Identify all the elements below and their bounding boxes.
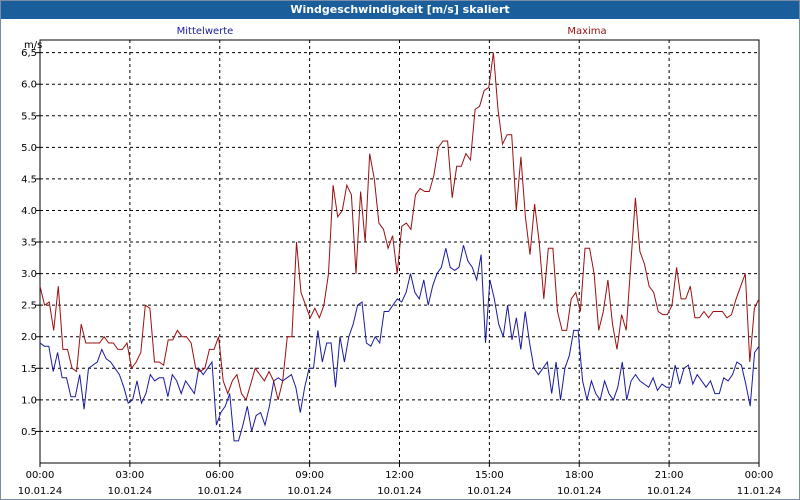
y-tick-label: 0.5 [21, 427, 37, 438]
y-tick-label: 5.0 [21, 143, 37, 154]
legend-mittelwerte: Mittelwerte [177, 26, 234, 37]
x-tick-time: 21:00 [655, 470, 684, 481]
x-tick-date: 10.01.24 [197, 486, 242, 497]
y-tick-label: 6,5 [21, 48, 37, 59]
x-tick-date: 10.01.24 [377, 486, 422, 497]
series-line-maxima [39, 52, 760, 402]
y-tick-label: 3.0 [21, 269, 37, 280]
x-tick-date: 10.01.24 [647, 486, 692, 497]
y-tick-label: 4.0 [21, 206, 37, 217]
y-axis-label: m/s [24, 40, 42, 51]
y-tick-label: 3.5 [21, 238, 37, 249]
y-tick-label: 6.0 [21, 80, 37, 91]
x-tick-time: 18:00 [565, 470, 594, 481]
y-tick-label: 4.5 [21, 174, 37, 185]
y-axis-ticks: 0.5 1.0 1.5 2.0 2.5 3.0 3.5 4.0 4.5 5.0 5.5 6.0 6,5 [21, 48, 40, 438]
series-lines [39, 52, 760, 442]
x-tick-time: 15:00 [475, 470, 504, 481]
x-tick-time: 03:00 [115, 470, 144, 481]
chart-title: Windgeschwindigkeit [m/s] skaliert [1, 1, 799, 19]
x-tick-date: 10.01.24 [287, 486, 332, 497]
x-tick-date: 10.01.24 [108, 486, 153, 497]
y-tick-label: 1.0 [21, 395, 37, 406]
x-tick-date: 11.01.24 [737, 486, 782, 497]
y-tick-label: 1.5 [21, 364, 37, 375]
x-tick-time: 00:00 [745, 470, 774, 481]
y-tick-label: 2.0 [21, 332, 37, 343]
x-tick-time: 06:00 [205, 470, 234, 481]
x-axis-ticks: 00:00 10.01.24 03:00 10.01.24 06:00 10.01.24 0… [18, 463, 782, 497]
legend-maxima: Maxima [567, 26, 606, 37]
series-line-mittelwerte [39, 245, 760, 442]
x-tick-time: 09:00 [295, 470, 324, 481]
x-tick-time: 12:00 [385, 470, 414, 481]
x-tick-date: 10.01.24 [18, 486, 63, 497]
y-tick-label: 2.5 [21, 301, 37, 312]
y-tick-label: 5.5 [21, 111, 37, 122]
x-tick-date: 10.01.24 [557, 486, 602, 497]
x-tick-date: 10.01.24 [467, 486, 512, 497]
x-tick-time: 00:00 [26, 470, 55, 481]
